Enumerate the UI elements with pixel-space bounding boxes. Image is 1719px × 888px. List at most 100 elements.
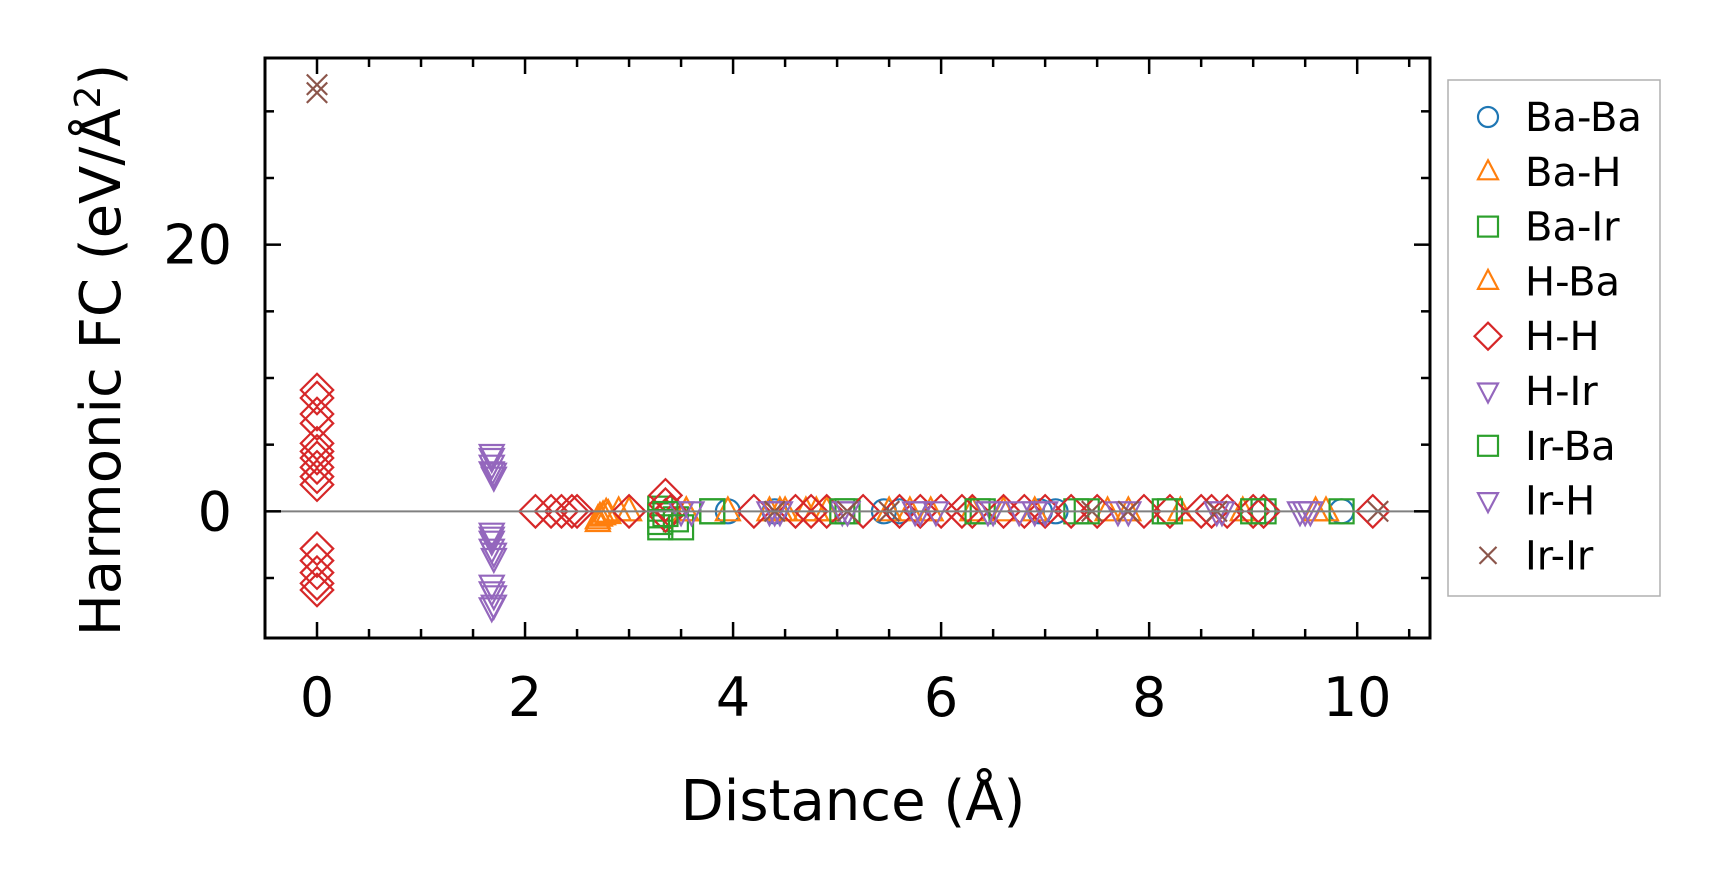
data-point xyxy=(306,81,328,104)
x-tick-label: 10 xyxy=(1323,666,1392,729)
series-ir-ir xyxy=(306,73,1389,523)
data-marks xyxy=(299,73,1391,624)
data-point xyxy=(944,493,980,530)
data-point xyxy=(1209,493,1245,530)
data-point xyxy=(299,396,335,432)
data-point xyxy=(480,594,508,621)
data-point xyxy=(480,462,508,489)
x-axis-title: Distance (Å) xyxy=(681,768,1026,834)
y-axis-title-main: Harmonic FC (eV/Å xyxy=(68,108,134,636)
y-axis-title-close: ) xyxy=(69,64,134,86)
data-point xyxy=(922,501,950,528)
legend-item-ir-ir: Ir-Ir xyxy=(1478,533,1594,579)
legend-marker xyxy=(1476,105,1500,129)
legend-label: H-H xyxy=(1525,314,1600,360)
data-point xyxy=(586,500,614,527)
legend-marker xyxy=(1476,492,1500,515)
data-point xyxy=(477,447,506,475)
data-point xyxy=(611,493,647,530)
data-point xyxy=(1005,501,1033,528)
data-point xyxy=(677,501,706,528)
data-point xyxy=(1235,493,1271,530)
x-tick-label: 2 xyxy=(508,666,542,729)
legend-item-h-ba: H-Ba xyxy=(1476,259,1620,305)
data-point xyxy=(299,405,335,442)
legend-marker xyxy=(1476,157,1500,181)
data-point xyxy=(299,530,335,567)
data-point xyxy=(1093,495,1122,522)
data-point xyxy=(477,597,506,624)
y-axis-title: Harmonic FC (eV/Å2) xyxy=(68,64,134,637)
x-tick-label: 6 xyxy=(924,666,958,729)
data-point xyxy=(1152,493,1188,530)
data-point xyxy=(1114,495,1143,522)
legend-label: Ba-Ir xyxy=(1525,205,1620,251)
data-point xyxy=(766,495,794,522)
legend-marker xyxy=(1476,267,1500,290)
series-h-h xyxy=(299,372,1391,608)
legend-label: Ba-H xyxy=(1525,150,1621,196)
legend-label: Ir-Ba xyxy=(1525,424,1616,470)
data-point xyxy=(1114,501,1143,528)
data-point xyxy=(299,572,335,608)
data-point xyxy=(714,495,742,522)
series-h-ir xyxy=(477,447,1325,624)
x-tick-label: 0 xyxy=(300,666,334,729)
data-point xyxy=(667,514,695,541)
data-point xyxy=(592,496,621,523)
legend-item-ba-ba: Ba-Ba xyxy=(1476,95,1642,141)
data-point xyxy=(896,495,924,522)
legend-item-h-h: H-H xyxy=(1472,314,1600,360)
data-point xyxy=(299,440,335,476)
data-point xyxy=(299,565,335,602)
legend-label: Ir-H xyxy=(1525,479,1595,525)
data-point xyxy=(1291,501,1320,528)
legend-marker xyxy=(1472,321,1504,352)
data-point xyxy=(299,554,335,591)
data-point xyxy=(589,499,617,526)
data-point xyxy=(1208,501,1236,528)
legend-marker xyxy=(1478,546,1498,565)
data-point xyxy=(480,542,508,569)
data-point xyxy=(477,526,506,553)
legend-label: H-Ba xyxy=(1525,259,1620,305)
data-point xyxy=(543,493,580,530)
data-point xyxy=(306,73,328,96)
legend-label: Ir-Ir xyxy=(1525,533,1594,579)
data-point xyxy=(760,501,789,528)
data-point xyxy=(906,501,935,528)
legend-item-ba-h: Ba-H xyxy=(1476,150,1621,196)
data-point xyxy=(299,542,335,579)
y-axis-ticks: 0 20 xyxy=(163,110,1430,580)
data-point xyxy=(647,508,674,536)
data-point xyxy=(299,380,335,416)
data-point xyxy=(1053,493,1089,530)
data-point xyxy=(477,581,506,608)
legend-label: Ba-Ba xyxy=(1525,95,1642,141)
data-point xyxy=(299,449,335,486)
data-point xyxy=(559,493,595,530)
series-ir-h xyxy=(477,443,1320,621)
y-axis-title-superscript: 2 xyxy=(68,86,109,109)
data-point xyxy=(875,495,903,522)
legend-label: H-Ir xyxy=(1525,369,1598,415)
data-point xyxy=(1031,501,1059,528)
data-point xyxy=(672,495,701,522)
y-tick-label: 20 xyxy=(163,214,232,277)
plot-frame xyxy=(263,56,1432,640)
data-point xyxy=(615,495,643,522)
legend-item-ir-ba: Ir-Ba xyxy=(1476,424,1616,470)
legend-marker xyxy=(1476,382,1500,405)
axes xyxy=(263,56,1432,640)
data-point xyxy=(299,458,335,495)
data-point xyxy=(299,466,335,503)
data-point xyxy=(1245,493,1282,530)
series-h-ba xyxy=(584,495,1330,533)
data-point xyxy=(652,500,679,528)
x-axis-ticks: 0 2 4 6 8 10 xyxy=(300,58,1411,729)
legend: Ba-Ba Ba-H Ba-Ir H-Ba H-H H-Ir Ir-Ba Ir-H Ir-Ir xyxy=(1447,79,1661,597)
data-point xyxy=(477,522,506,549)
x-tick-label: 8 xyxy=(1132,666,1166,729)
